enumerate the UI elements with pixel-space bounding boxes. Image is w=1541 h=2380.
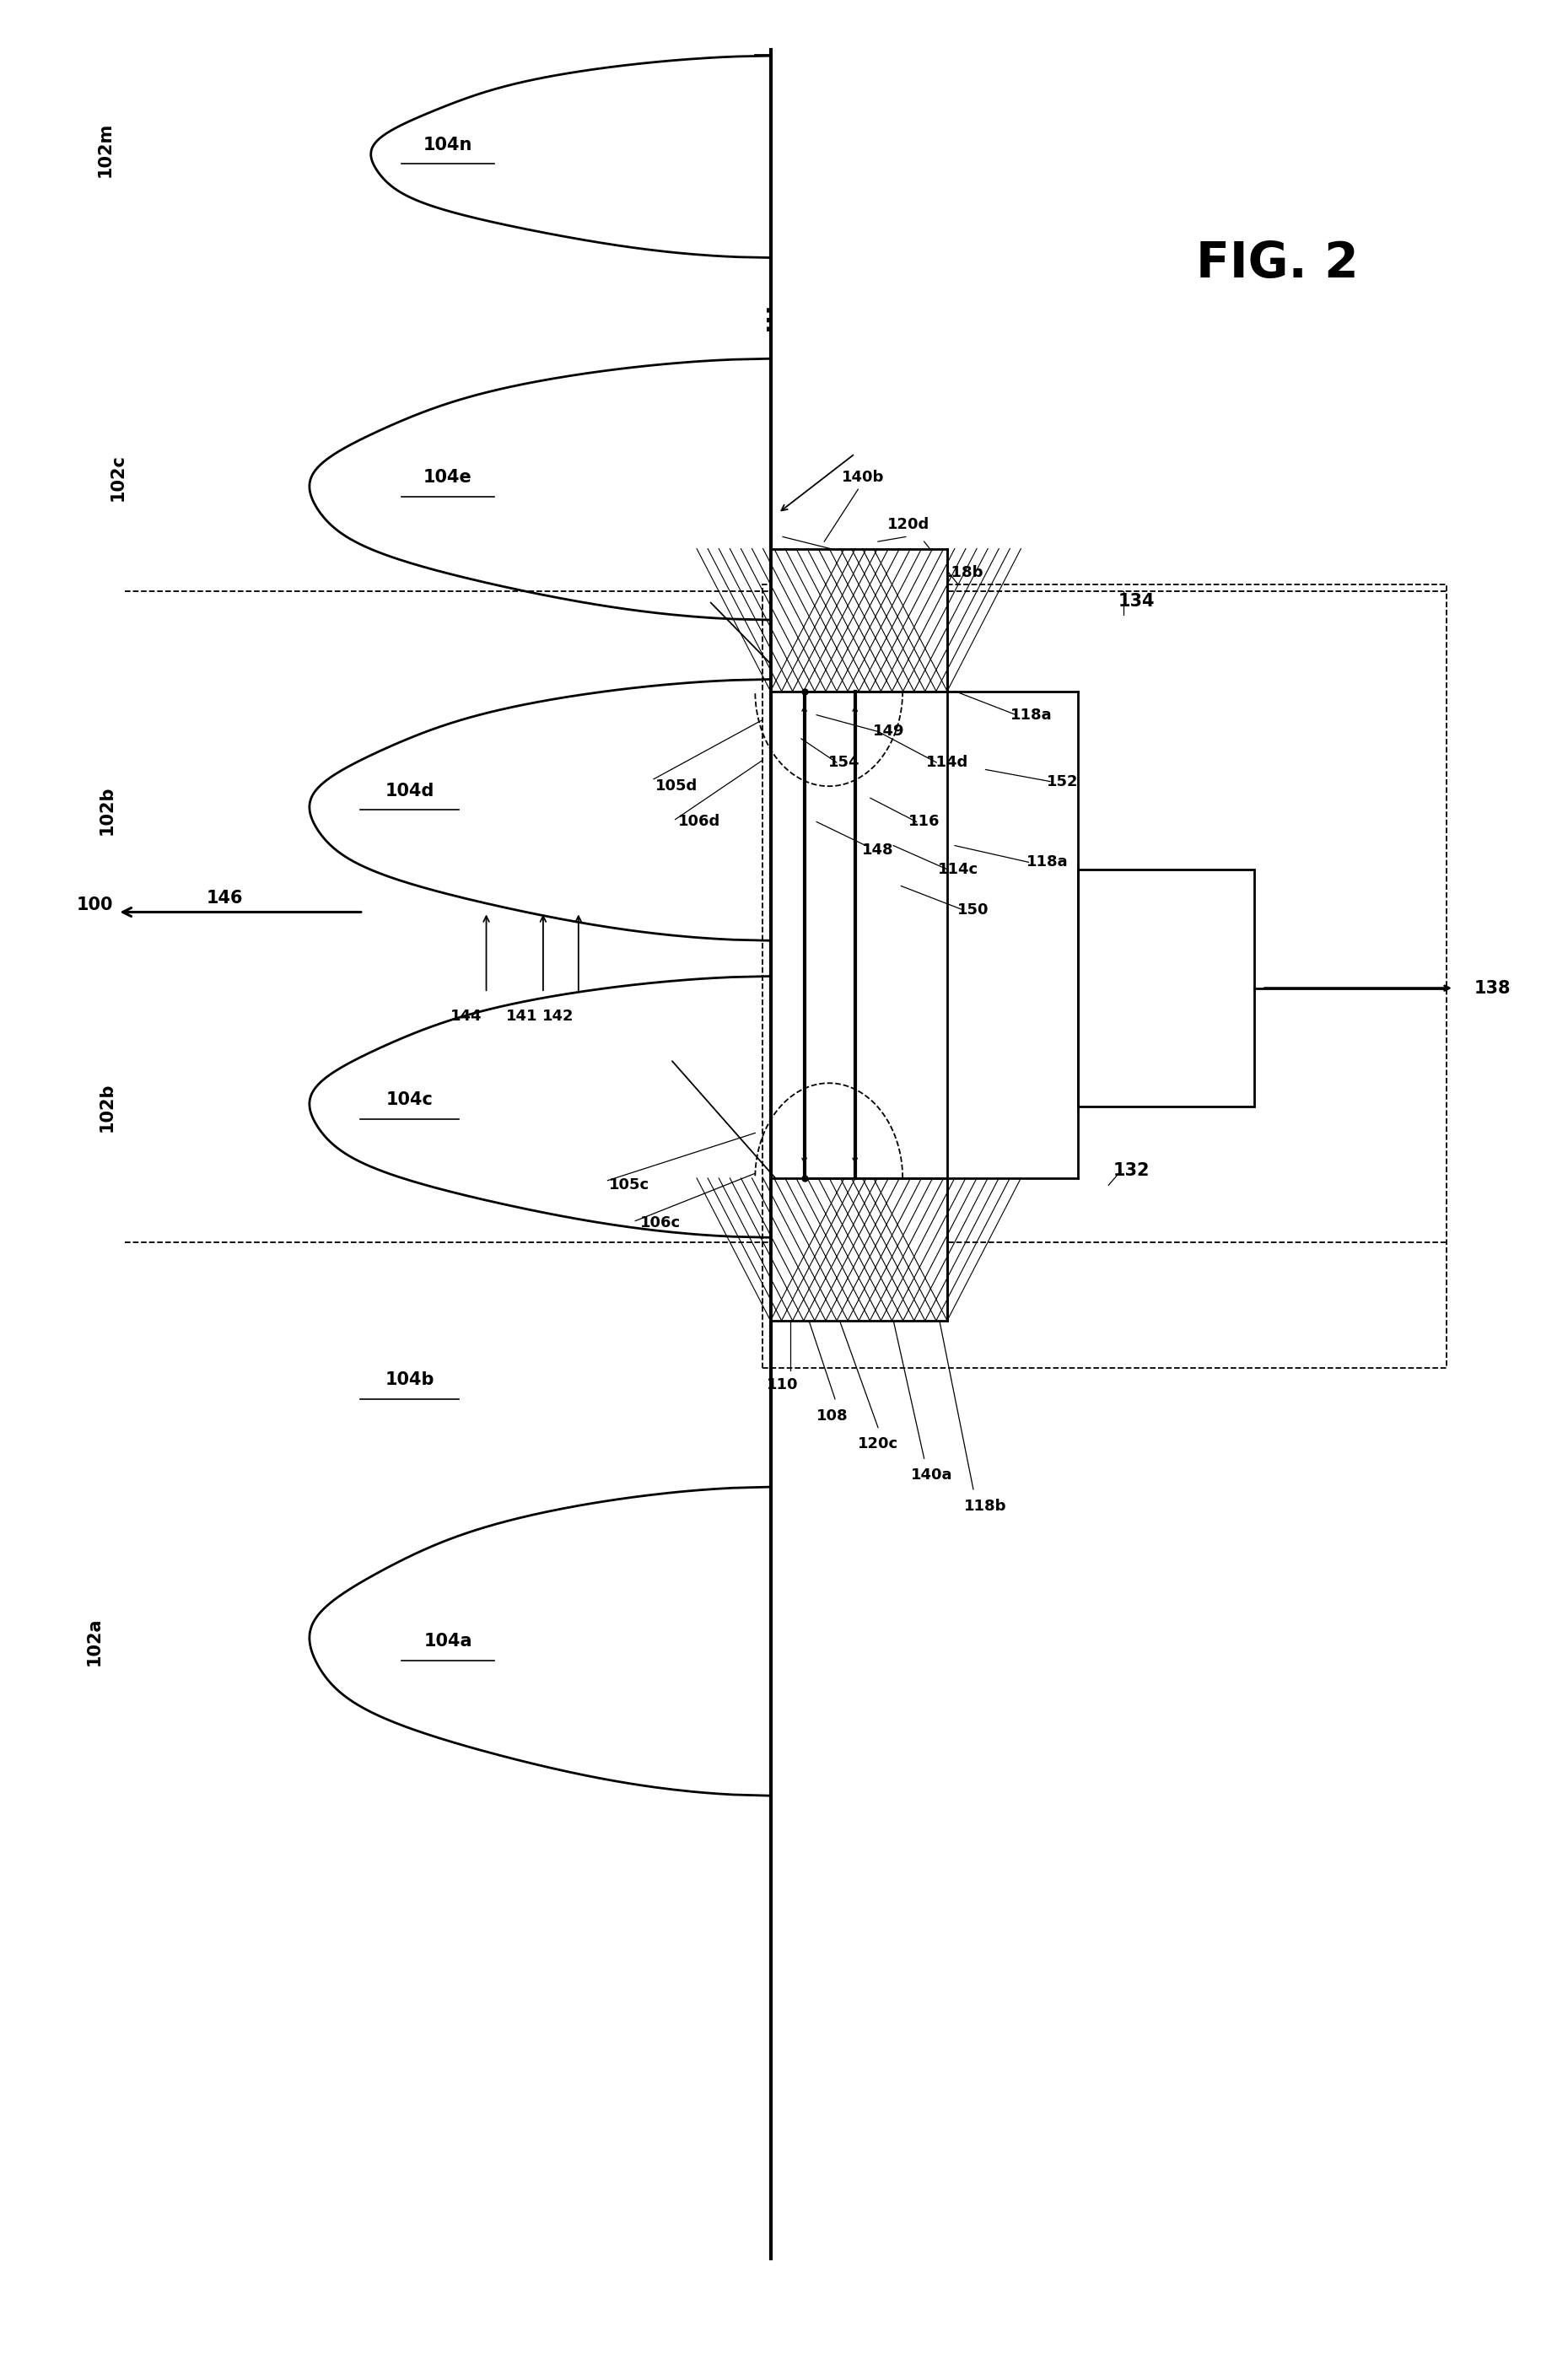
Bar [1077,869,1254,1107]
Text: 104b: 104b [385,1371,435,1388]
Text: 118b: 118b [965,1499,1006,1514]
Text: 104e: 104e [424,469,472,486]
Text: 104n: 104n [424,136,473,152]
Text: 152: 152 [1046,774,1079,790]
Text: 110: 110 [767,1378,798,1392]
Text: 116: 116 [908,814,940,828]
Text: 118a: 118a [1026,854,1068,869]
Text: 102b: 102b [99,785,116,835]
Text: 100: 100 [76,897,112,914]
Text: 102c: 102c [109,455,126,500]
Text: 114d: 114d [926,754,968,771]
Text: 114c: 114c [937,862,979,876]
Text: 108: 108 [817,1409,848,1423]
Text: 102b: 102b [99,1083,116,1130]
Text: 118a: 118a [1011,707,1053,724]
Text: 104d: 104d [385,783,435,800]
Text: 134: 134 [1117,593,1154,609]
Text: 136: 136 [1143,978,1188,997]
Text: 102m: 102m [97,121,114,176]
Text: 106d: 106d [678,814,721,828]
Text: 140a: 140a [911,1468,952,1483]
Text: 12: 12 [875,559,897,576]
Text: 120d: 120d [888,516,929,533]
Text: 144: 144 [450,1009,482,1023]
Text: FIG. 2: FIG. 2 [1196,240,1359,288]
Text: 106c: 106c [640,1216,681,1230]
Text: 146: 146 [206,890,243,907]
Text: 105d: 105d [655,778,698,795]
Text: 138: 138 [1475,981,1510,997]
Text: 150: 150 [957,902,989,916]
Text: 140b: 140b [841,469,885,486]
Text: 132: 132 [1113,1161,1150,1180]
Bar [770,1178,948,1321]
Text: 142: 142 [542,1009,575,1023]
Text: 149: 149 [874,724,905,740]
Text: ...: ... [750,302,775,331]
Text: 104c: 104c [385,1092,433,1109]
Text: 154: 154 [829,754,860,771]
Text: 148: 148 [861,843,894,857]
Text: 120c: 120c [858,1438,898,1452]
Text: 105c: 105c [609,1178,650,1192]
Bar [763,585,1447,1368]
Text: 104a: 104a [424,1633,472,1649]
Bar [770,550,948,690]
Text: 118b: 118b [942,564,983,581]
Text: 141: 141 [505,1009,538,1023]
Text: 102a: 102a [86,1616,103,1666]
